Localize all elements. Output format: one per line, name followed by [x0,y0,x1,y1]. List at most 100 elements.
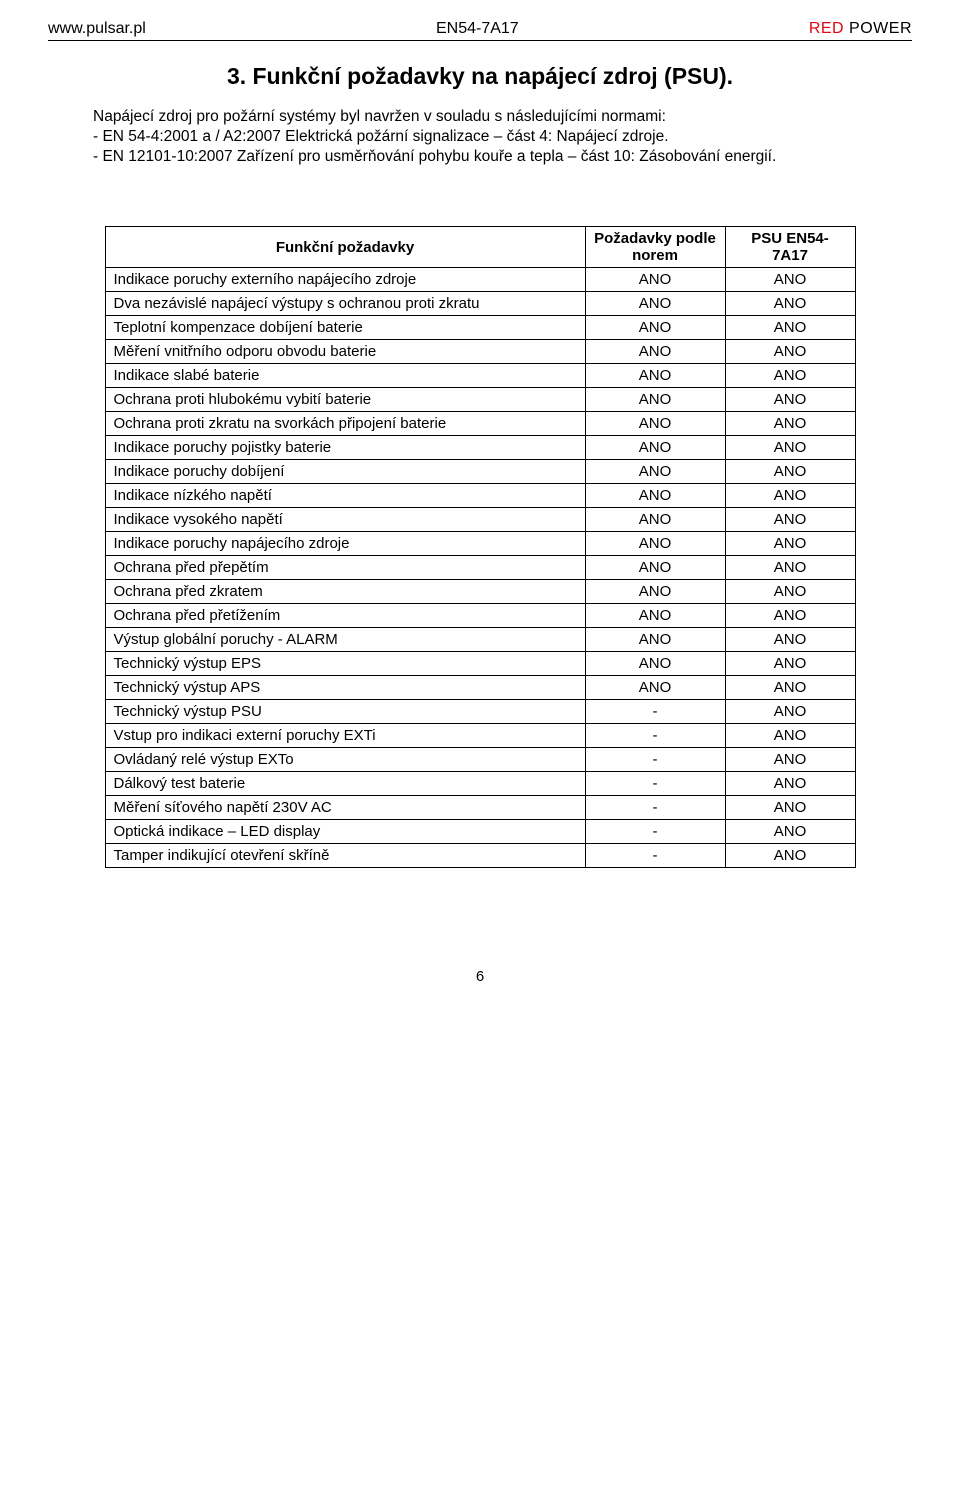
cell-psu: ANO [725,340,855,364]
cell-psu: ANO [725,676,855,700]
th-psu: PSU EN54-7A17 [725,227,855,268]
cell-psu: ANO [725,484,855,508]
cell-func: Dálkový test baterie [105,772,585,796]
cell-psu: ANO [725,436,855,460]
cell-psu: ANO [725,724,855,748]
table-row: Indikace poruchy pojistky baterieANOANO [105,436,855,460]
table-row: Indikace poruchy napájecího zdrojeANOANO [105,532,855,556]
cell-norm: - [585,724,725,748]
table-row: Ovládaný relé výstup EXTo-ANO [105,748,855,772]
cell-func: Technický výstup EPS [105,652,585,676]
cell-norm: ANO [585,652,725,676]
hdr-left: www.pulsar.pl [48,20,146,38]
page-title: 3. Funkční požadavky na napájecí zdroj (… [48,63,912,90]
hdr-brand: RED POWER [809,20,912,38]
cell-norm: ANO [585,340,725,364]
table-row: Optická indikace – LED display-ANO [105,820,855,844]
cell-psu: ANO [725,460,855,484]
table-row: Ochrana proti hlubokému vybití baterie AN… [105,388,855,412]
cell-norm: ANO [585,364,725,388]
cell-psu: ANO [725,772,855,796]
cell-norm: ANO [585,604,725,628]
cell-psu: ANO [725,748,855,772]
cell-norm: ANO [585,532,725,556]
hdr-center: EN54-7A17 [436,20,519,38]
cell-psu: ANO [725,508,855,532]
cell-func: Dva nezávislé napájecí výstupy s ochrano… [105,292,585,316]
cell-func: Ochrana před zkratem [105,580,585,604]
intro-block: Napájecí zdroj pro požární systémy byl n… [93,108,907,166]
table-row: Ochrana proti zkratu na svorkách připoje… [105,412,855,436]
cell-psu: ANO [725,316,855,340]
page-header: www.pulsar.pl EN54-7A17 RED POWER [48,20,912,41]
cell-psu: ANO [725,388,855,412]
intro-line-2: - EN 54-4:2001 a / A2:2007 Elektrická po… [93,128,907,146]
cell-func: Ochrana proti zkratu na svorkách připoje… [105,412,585,436]
table-row: Technický výstup PSU-ANO [105,700,855,724]
table-row: Indikace nízkého napětíANOANO [105,484,855,508]
cell-psu: ANO [725,820,855,844]
table-row: Indikace slabé baterieANOANO [105,364,855,388]
cell-func: Indikace vysokého napětí [105,508,585,532]
cell-norm: - [585,796,725,820]
cell-func: Vstup pro indikaci externí poruchy EXTi [105,724,585,748]
cell-norm: - [585,700,725,724]
cell-psu: ANO [725,652,855,676]
cell-psu: ANO [725,604,855,628]
table-row: Výstup globální poruchy - ALARMANOANO [105,628,855,652]
cell-norm: ANO [585,268,725,292]
table-row: Technický výstup APSANOANO [105,676,855,700]
th-norm: Požadavky podle norem [585,227,725,268]
cell-psu: ANO [725,364,855,388]
th-func: Funkční požadavky [105,227,585,268]
cell-func: Tamper indikující otevření skříně [105,844,585,868]
cell-norm: - [585,772,725,796]
cell-norm: ANO [585,292,725,316]
table-row: Dálkový test baterie-ANO [105,772,855,796]
cell-psu: ANO [725,580,855,604]
table-row: Ochrana před přepětímANOANO [105,556,855,580]
table-row: Vstup pro indikaci externí poruchy EXTi-… [105,724,855,748]
cell-norm: ANO [585,460,725,484]
cell-norm: - [585,748,725,772]
cell-psu: ANO [725,700,855,724]
table-row: Technický výstup EPSANOANO [105,652,855,676]
cell-norm: - [585,844,725,868]
cell-func: Technický výstup PSU [105,700,585,724]
cell-psu: ANO [725,796,855,820]
cell-func: Ochrana před přetížením [105,604,585,628]
cell-norm: ANO [585,412,725,436]
cell-psu: ANO [725,268,855,292]
cell-psu: ANO [725,292,855,316]
table-row: Tamper indikující otevření skříně-ANO [105,844,855,868]
cell-norm: ANO [585,508,725,532]
table-row: Ochrana před zkratemANOANO [105,580,855,604]
table-row: Dva nezávislé napájecí výstupy s ochrano… [105,292,855,316]
cell-psu: ANO [725,844,855,868]
table-row: Měření vnitřního odporu obvodu baterieAN… [105,340,855,364]
table-row: Měření síťového napětí 230V AC-ANO [105,796,855,820]
cell-func: Měření vnitřního odporu obvodu baterie [105,340,585,364]
table-row: Indikace vysokého napětíANOANO [105,508,855,532]
cell-func: Indikace nízkého napětí [105,484,585,508]
table-body: Indikace poruchy externího napájecího zd… [105,268,855,868]
cell-norm: ANO [585,556,725,580]
cell-func: Ochrana před přepětím [105,556,585,580]
table-row: Indikace poruchy dobíjeníANOANO [105,460,855,484]
cell-norm: ANO [585,628,725,652]
table-row: Teplotní kompenzace dobíjení baterieANOA… [105,316,855,340]
cell-func: Měření síťového napětí 230V AC [105,796,585,820]
cell-norm: ANO [585,436,725,460]
cell-func: Ochrana proti hlubokému vybití baterie [105,388,585,412]
cell-norm: ANO [585,676,725,700]
cell-func: Indikace slabé baterie [105,364,585,388]
cell-psu: ANO [725,628,855,652]
cell-func: Optická indikace – LED display [105,820,585,844]
table-row: Ochrana před přetíženímANOANO [105,604,855,628]
cell-norm: ANO [585,580,725,604]
requirements-table: Funkční požadavky Požadavky podle norem … [105,226,856,868]
cell-psu: ANO [725,532,855,556]
cell-psu: ANO [725,556,855,580]
brand-red: RED [809,20,844,37]
table-row: Indikace poruchy externího napájecího zd… [105,268,855,292]
